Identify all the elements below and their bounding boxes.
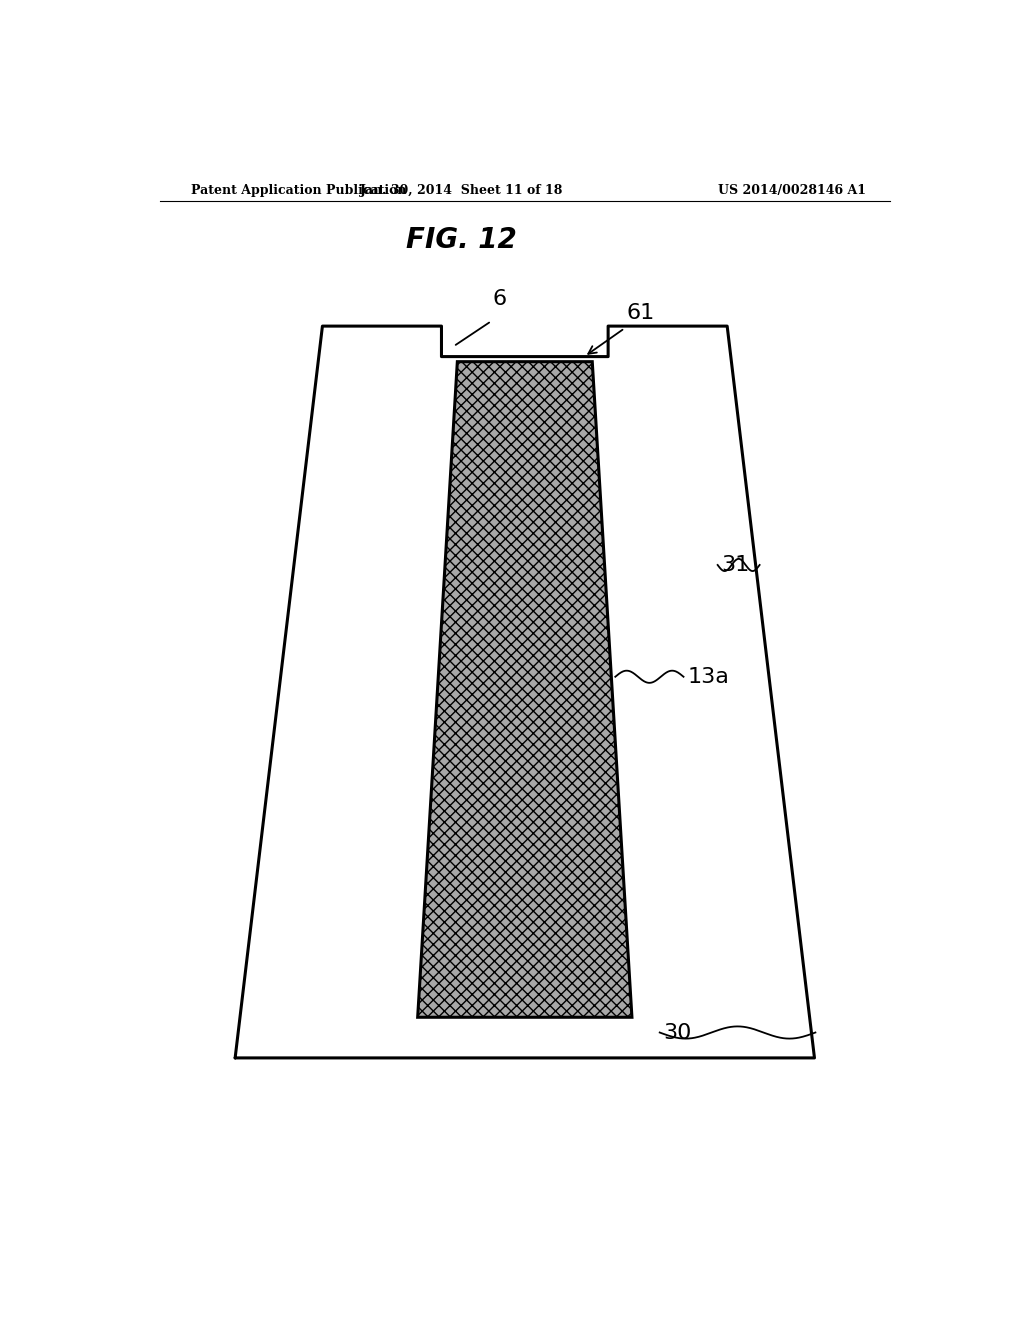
Text: 31: 31 xyxy=(722,554,750,576)
Text: Patent Application Publication: Patent Application Publication xyxy=(191,185,407,198)
Polygon shape xyxy=(418,362,632,1018)
Text: 6: 6 xyxy=(493,289,507,309)
Text: 30: 30 xyxy=(664,1023,692,1043)
Text: FIG. 12: FIG. 12 xyxy=(406,226,517,253)
Text: US 2014/0028146 A1: US 2014/0028146 A1 xyxy=(718,185,866,198)
Text: 13a: 13a xyxy=(687,667,729,686)
Text: Jan. 30, 2014  Sheet 11 of 18: Jan. 30, 2014 Sheet 11 of 18 xyxy=(359,185,563,198)
Text: 61: 61 xyxy=(627,302,654,323)
